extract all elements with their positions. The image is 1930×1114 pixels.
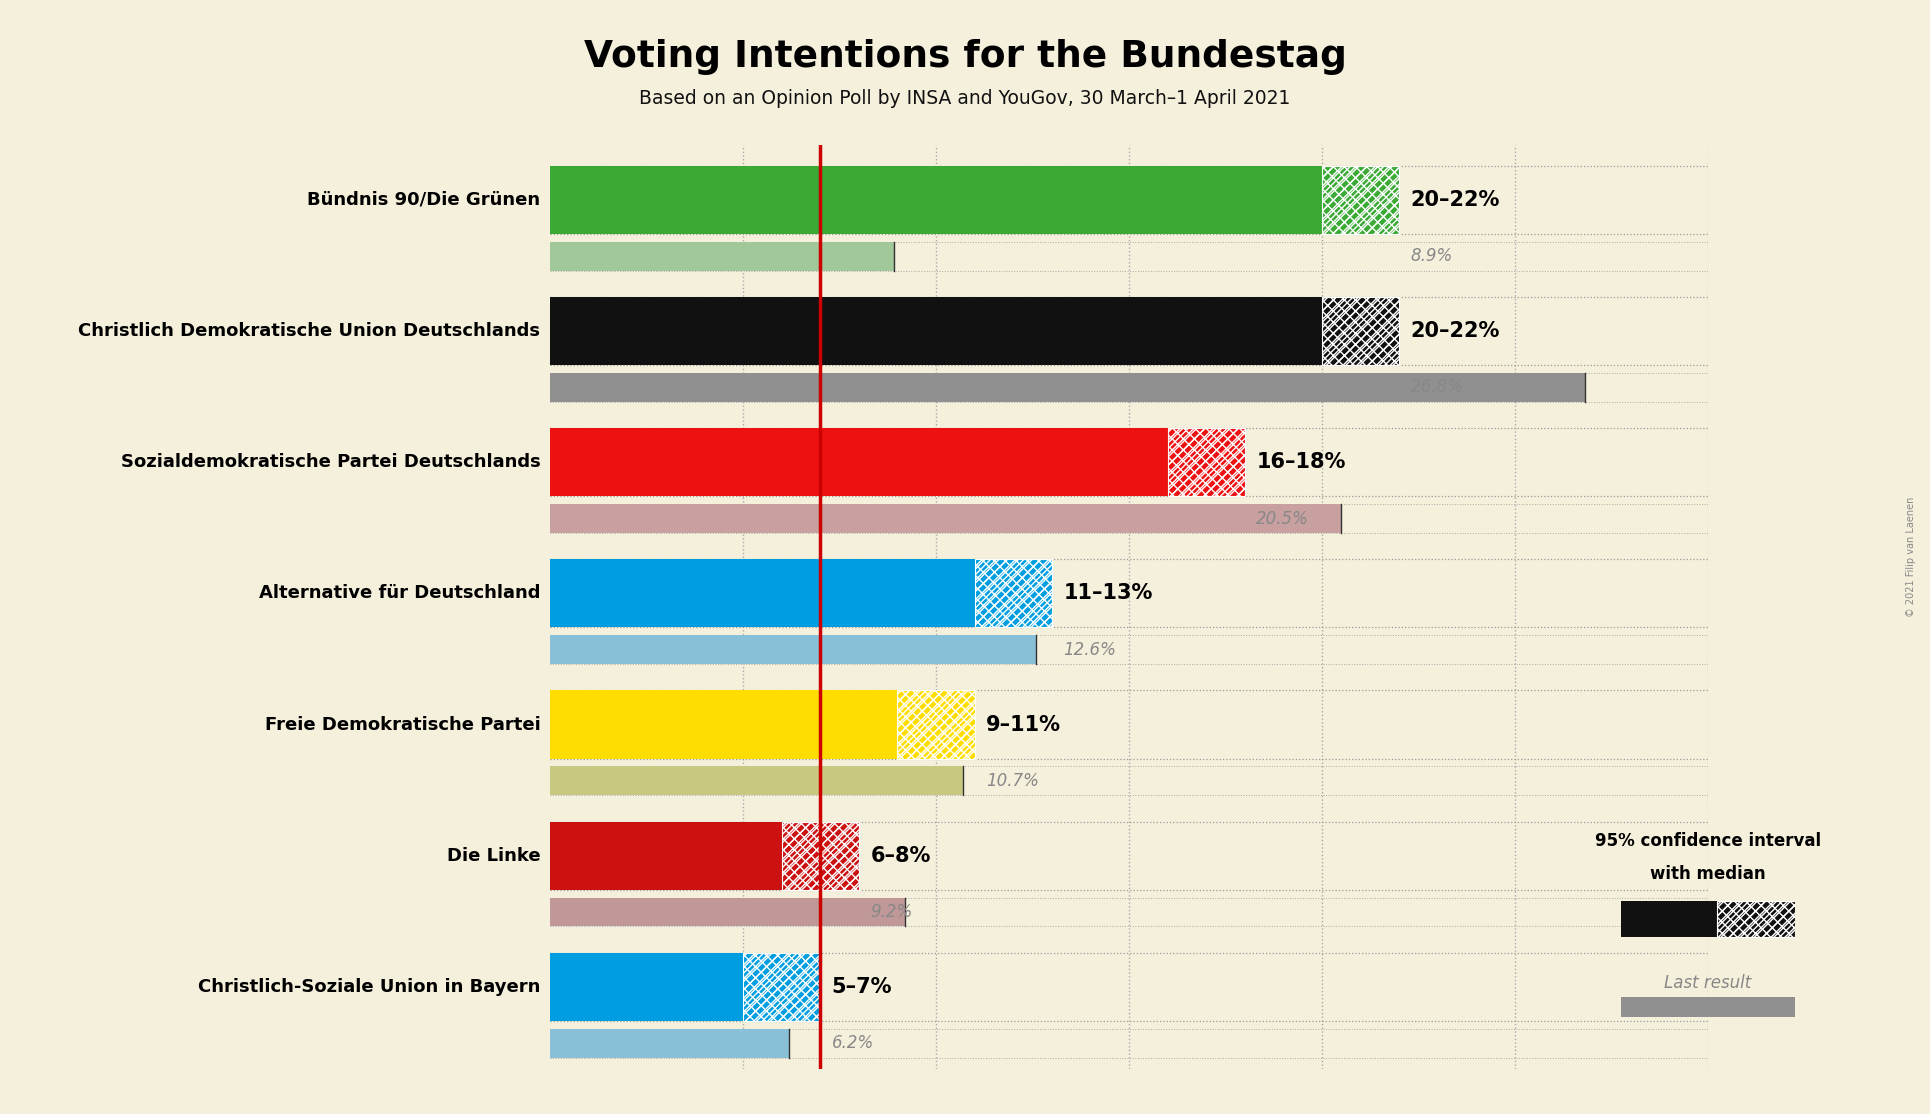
Bar — [782, 821, 859, 890]
Bar — [897, 691, 975, 759]
Bar — [897, 691, 975, 759]
Text: 12.6%: 12.6% — [1063, 641, 1116, 658]
Text: 8.9%: 8.9% — [1411, 247, 1453, 265]
Bar — [743, 952, 820, 1020]
Bar — [1718, 901, 1795, 937]
Bar — [1718, 901, 1795, 937]
Text: © 2021 Filip van Laenen: © 2021 Filip van Laenen — [1905, 497, 1916, 617]
Bar — [550, 691, 897, 759]
Text: Voting Intentions for the Bundestag: Voting Intentions for the Bundestag — [583, 39, 1347, 75]
Bar — [897, 691, 975, 759]
Bar — [550, 635, 1036, 664]
Text: with median: with median — [1650, 866, 1766, 883]
Text: 10.7%: 10.7% — [986, 772, 1038, 790]
Bar — [550, 898, 905, 927]
Bar — [1322, 297, 1399, 365]
Bar — [782, 821, 859, 890]
Text: 6–8%: 6–8% — [870, 846, 930, 866]
Text: Sozialdemokratische Partei Deutschlands: Sozialdemokratische Partei Deutschlands — [122, 453, 540, 471]
Bar — [782, 821, 859, 890]
Text: 26.8%: 26.8% — [1411, 379, 1463, 397]
Bar — [1621, 901, 1718, 937]
Bar — [550, 373, 1585, 402]
Bar — [975, 559, 1052, 627]
Text: 5–7%: 5–7% — [832, 977, 892, 997]
Bar — [975, 559, 1052, 627]
Bar — [1718, 901, 1795, 937]
Bar — [1168, 428, 1245, 497]
Text: Based on an Opinion Poll by INSA and YouGov, 30 March–1 April 2021: Based on an Opinion Poll by INSA and You… — [639, 89, 1291, 108]
Bar — [1322, 166, 1399, 234]
Bar — [550, 1029, 789, 1057]
Bar — [550, 766, 963, 795]
Text: Bündnis 90/Die Grünen: Bündnis 90/Die Grünen — [307, 190, 540, 209]
Bar — [1322, 297, 1399, 365]
Bar — [1168, 428, 1245, 497]
Bar — [550, 166, 1322, 234]
Bar — [1621, 997, 1795, 1017]
Bar — [550, 242, 894, 271]
Text: 11–13%: 11–13% — [1063, 584, 1152, 604]
Text: 9.2%: 9.2% — [870, 903, 913, 921]
Text: Freie Demokratische Partei: Freie Demokratische Partei — [264, 715, 540, 733]
Text: 6.2%: 6.2% — [832, 1034, 874, 1053]
Text: 20–22%: 20–22% — [1411, 189, 1500, 209]
Text: 20–22%: 20–22% — [1411, 321, 1500, 341]
Text: Die Linke: Die Linke — [446, 847, 540, 864]
Text: 16–18%: 16–18% — [1256, 452, 1345, 472]
Text: Christlich Demokratische Union Deutschlands: Christlich Demokratische Union Deutschla… — [79, 322, 540, 340]
Bar — [743, 952, 820, 1020]
Text: Last result: Last result — [1664, 974, 1752, 991]
Bar — [743, 952, 820, 1020]
Text: 20.5%: 20.5% — [1256, 509, 1309, 528]
Bar — [550, 297, 1322, 365]
Text: 95% confidence interval: 95% confidence interval — [1594, 832, 1822, 850]
Bar — [1168, 428, 1245, 497]
Bar — [1322, 166, 1399, 234]
Text: Christlich-Soziale Union in Bayern: Christlich-Soziale Union in Bayern — [199, 978, 540, 996]
Bar — [550, 428, 1168, 497]
Text: 9–11%: 9–11% — [986, 714, 1062, 734]
Bar — [550, 952, 743, 1020]
Bar — [550, 821, 782, 890]
Bar — [1322, 297, 1399, 365]
Bar — [550, 559, 975, 627]
Bar — [975, 559, 1052, 627]
Text: Alternative für Deutschland: Alternative für Deutschland — [259, 585, 540, 603]
Bar — [1322, 166, 1399, 234]
Bar — [550, 505, 1341, 532]
